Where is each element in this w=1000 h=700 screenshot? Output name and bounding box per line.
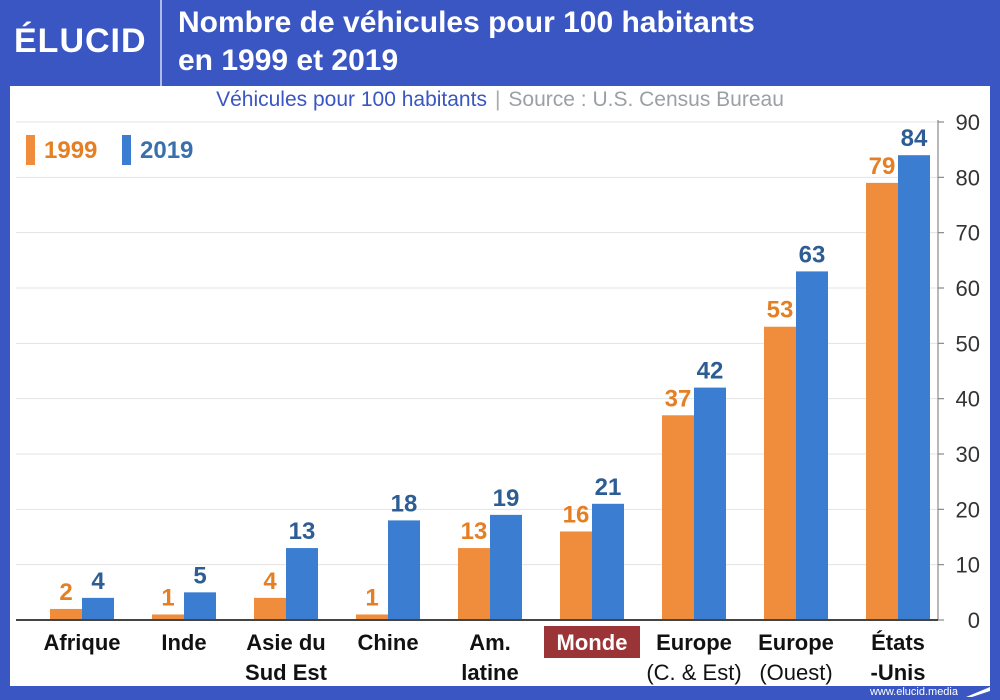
category-label-8: États bbox=[871, 630, 925, 655]
chart-subtitle: Véhicules pour 100 habitants | Source : U.… bbox=[10, 88, 990, 112]
value-label-1999-2: 4 bbox=[263, 568, 277, 595]
header-divider bbox=[160, 0, 162, 86]
y-tick-label: 0 bbox=[968, 608, 980, 633]
category-label-3: Chine bbox=[357, 630, 418, 655]
legend-swatch-2019 bbox=[122, 135, 131, 165]
bar-1999-3 bbox=[356, 614, 388, 620]
footer-url: www.elucid.media bbox=[869, 686, 958, 698]
y-tick-label: 70 bbox=[956, 221, 980, 246]
chart-title-line-1: Nombre de véhicules pour 100 habitants bbox=[178, 6, 755, 39]
category-label-1: Inde bbox=[161, 630, 206, 655]
y-tick-label: 90 bbox=[956, 110, 980, 135]
header: ÉLUCID Nombre de véhicules pour 100 habi… bbox=[0, 0, 1000, 86]
y-tick-label: 10 bbox=[956, 553, 980, 578]
bar-1999-5 bbox=[560, 531, 592, 620]
elucid-mark-icon bbox=[966, 687, 990, 697]
bar-2019-3 bbox=[388, 520, 420, 620]
value-label-1999-3: 1 bbox=[365, 584, 378, 611]
bar-2019-0 bbox=[82, 597, 114, 620]
bar-1999-6 bbox=[662, 415, 694, 620]
value-label-2019-2: 13 bbox=[289, 518, 316, 545]
category-label-8: -Unis bbox=[871, 660, 926, 685]
value-label-1999-4: 13 bbox=[461, 518, 488, 545]
subtitle-separator: | bbox=[494, 88, 501, 111]
y-tick-label: 60 bbox=[956, 276, 980, 301]
category-label-5: Monde bbox=[557, 630, 628, 655]
value-label-2019-3: 18 bbox=[391, 490, 418, 517]
bar-2019-4 bbox=[490, 514, 522, 620]
chart-panel: 0 10 20 30 40 50 60 70 80 90 2 4 1 5 4 13 1 18 13 19 16 21 37 4… bbox=[10, 86, 990, 686]
value-label-1999-0: 2 bbox=[59, 579, 72, 606]
bar-2019-1 bbox=[184, 592, 216, 620]
bar-1999-1 bbox=[152, 614, 184, 620]
value-label-1999-1: 1 bbox=[161, 584, 174, 611]
bar-1999-8 bbox=[866, 182, 898, 620]
y-tick-label: 30 bbox=[956, 442, 980, 467]
category-label-6: (C. & Est) bbox=[646, 660, 741, 685]
value-label-2019-5: 21 bbox=[595, 474, 622, 501]
bar-2019-5 bbox=[592, 503, 624, 620]
value-label-2019-6: 42 bbox=[697, 358, 724, 385]
category-label-4: latine bbox=[461, 660, 518, 685]
category-label-7: (Ouest) bbox=[759, 660, 832, 685]
chart-title-line-2: en 1999 et 2019 bbox=[178, 44, 399, 77]
bar-1999-7 bbox=[764, 326, 796, 620]
bar-1999-2 bbox=[254, 597, 286, 620]
value-label-2019-7: 63 bbox=[799, 241, 826, 268]
value-label-2019-0: 4 bbox=[91, 568, 105, 595]
category-label-2: Asie du bbox=[246, 630, 325, 655]
subtitle-source: Source : U.S. Census Bureau bbox=[508, 88, 784, 111]
elucid-logo: ÉLUCID bbox=[14, 22, 147, 60]
highlight-box-monde bbox=[544, 626, 640, 658]
category-label-7: Europe bbox=[758, 630, 834, 655]
y-tick-label: 80 bbox=[956, 165, 980, 190]
value-label-1999-5: 16 bbox=[563, 501, 590, 528]
value-label-2019-1: 5 bbox=[193, 562, 206, 589]
category-label-6: Europe bbox=[656, 630, 732, 655]
category-label-2: Sud Est bbox=[245, 660, 328, 685]
y-tick-label: 20 bbox=[956, 497, 980, 522]
value-label-1999-8: 79 bbox=[869, 153, 896, 180]
value-label-1999-6: 37 bbox=[665, 385, 692, 412]
legend-label-2019: 2019 bbox=[140, 137, 194, 164]
bar-1999-0 bbox=[50, 608, 82, 620]
bar-2019-2 bbox=[286, 548, 318, 620]
bar-2019-7 bbox=[796, 271, 828, 620]
legend-label-1999: 1999 bbox=[44, 137, 98, 164]
category-label-4: Am. bbox=[469, 630, 511, 655]
y-tick-label: 40 bbox=[956, 387, 980, 412]
value-label-1999-7: 53 bbox=[767, 297, 794, 324]
value-label-2019-8: 84 bbox=[901, 125, 928, 152]
bar-1999-4 bbox=[458, 548, 490, 620]
y-tick-label: 50 bbox=[956, 331, 980, 356]
category-label-0: Afrique bbox=[44, 630, 121, 655]
legend-swatch-1999 bbox=[26, 135, 35, 165]
bar-2019-8 bbox=[898, 155, 930, 620]
subtitle-unit: Véhicules pour 100 habitants bbox=[216, 88, 487, 111]
value-label-2019-4: 19 bbox=[493, 485, 520, 512]
bar-2019-6 bbox=[694, 387, 726, 620]
